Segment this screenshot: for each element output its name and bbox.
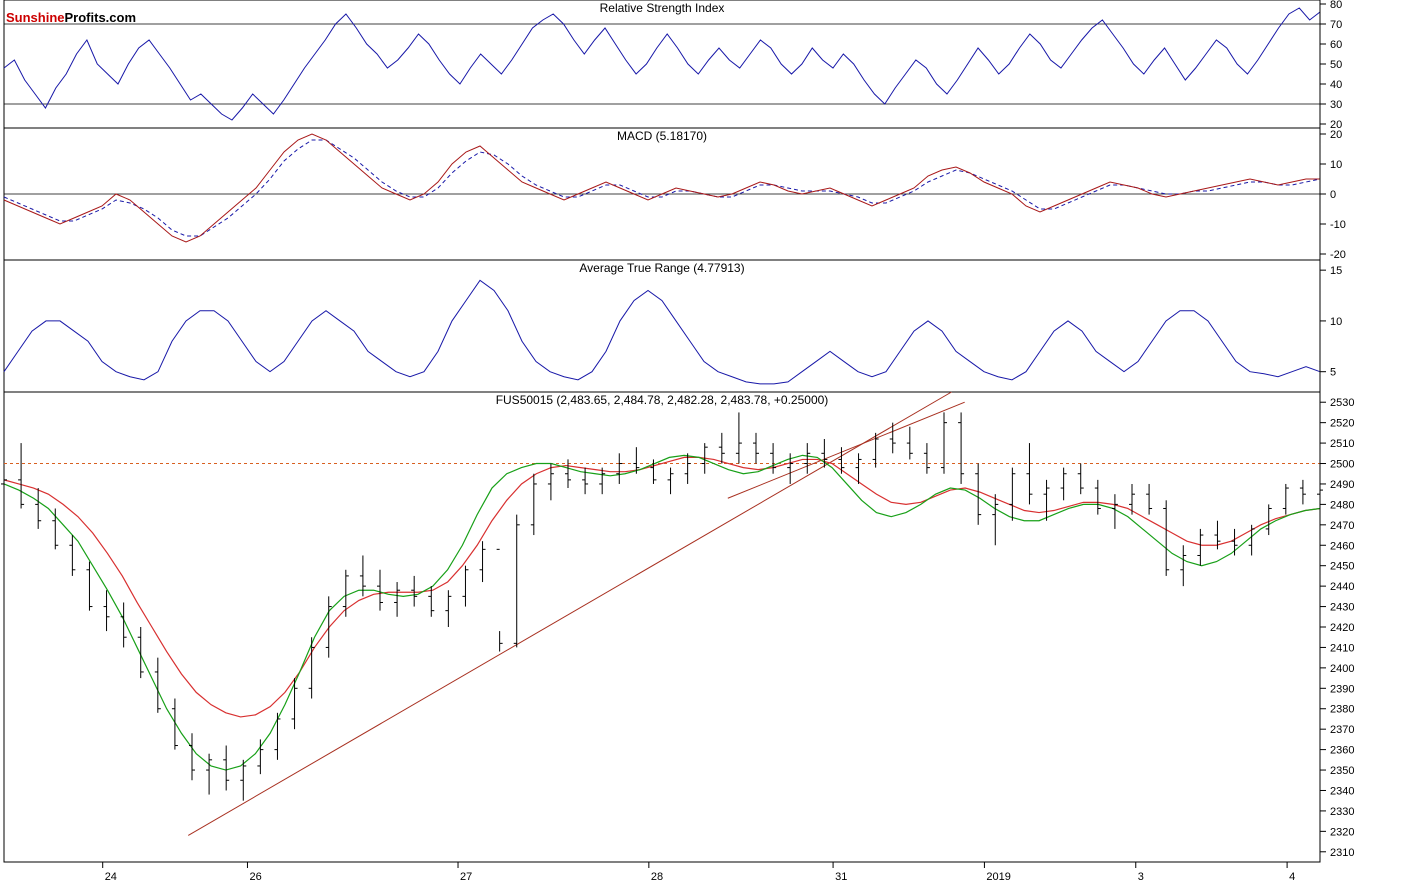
svg-text:31: 31 (835, 871, 847, 883)
svg-text:2360: 2360 (1330, 745, 1354, 757)
watermark: SunshineProfits.com (6, 10, 136, 25)
svg-text:Average True Range (4.77913): Average True Range (4.77913) (579, 261, 744, 275)
chart-container: SunshineProfits.com 20304050607080Relati… (0, 0, 1412, 889)
svg-text:50: 50 (1330, 59, 1342, 71)
svg-text:3: 3 (1138, 871, 1144, 883)
svg-text:2460: 2460 (1330, 540, 1354, 552)
svg-text:2380: 2380 (1330, 704, 1354, 716)
svg-text:2330: 2330 (1330, 806, 1354, 818)
svg-text:2470: 2470 (1330, 520, 1354, 532)
svg-text:2320: 2320 (1330, 826, 1354, 838)
svg-text:MACD (5.18170): MACD (5.18170) (617, 129, 707, 143)
svg-text:2520: 2520 (1330, 418, 1354, 430)
svg-text:FUS50015 (2,483.65, 2,484.78,: FUS50015 (2,483.65, 2,484.78, 2,482.28, … (496, 393, 829, 407)
svg-text:28: 28 (651, 871, 663, 883)
svg-text:2410: 2410 (1330, 642, 1354, 654)
svg-text:70: 70 (1330, 19, 1342, 31)
svg-text:60: 60 (1330, 39, 1342, 51)
svg-text:30: 30 (1330, 99, 1342, 111)
svg-text:24: 24 (105, 871, 117, 883)
svg-text:27: 27 (460, 871, 472, 883)
svg-text:2370: 2370 (1330, 724, 1354, 736)
svg-text:5: 5 (1330, 367, 1336, 379)
svg-text:2530: 2530 (1330, 397, 1354, 409)
svg-text:2350: 2350 (1330, 765, 1354, 777)
chart-svg: 20304050607080Relative Strength Index-20… (0, 0, 1412, 889)
svg-text:2500: 2500 (1330, 459, 1354, 471)
svg-text:-10: -10 (1330, 219, 1346, 231)
svg-text:-20: -20 (1330, 249, 1346, 261)
svg-text:2310: 2310 (1330, 847, 1354, 859)
svg-text:10: 10 (1330, 316, 1342, 328)
svg-text:2430: 2430 (1330, 602, 1354, 614)
svg-text:2440: 2440 (1330, 581, 1354, 593)
svg-text:0: 0 (1330, 189, 1336, 201)
svg-text:2510: 2510 (1330, 438, 1354, 450)
svg-text:2450: 2450 (1330, 561, 1354, 573)
svg-text:Relative Strength Index: Relative Strength Index (600, 1, 725, 15)
watermark-part1: Sunshine (6, 10, 65, 25)
svg-text:2400: 2400 (1330, 663, 1354, 675)
svg-text:2490: 2490 (1330, 479, 1354, 491)
svg-text:15: 15 (1330, 265, 1342, 277)
svg-text:2480: 2480 (1330, 499, 1354, 511)
svg-text:2019: 2019 (986, 871, 1010, 883)
svg-text:80: 80 (1330, 0, 1342, 11)
svg-text:4: 4 (1289, 871, 1295, 883)
svg-text:10: 10 (1330, 159, 1342, 171)
svg-text:2390: 2390 (1330, 683, 1354, 695)
svg-text:20: 20 (1330, 129, 1342, 141)
watermark-part2: Profits.com (65, 10, 137, 25)
svg-text:40: 40 (1330, 79, 1342, 91)
svg-text:2340: 2340 (1330, 785, 1354, 797)
svg-text:26: 26 (249, 871, 261, 883)
svg-text:2420: 2420 (1330, 622, 1354, 634)
